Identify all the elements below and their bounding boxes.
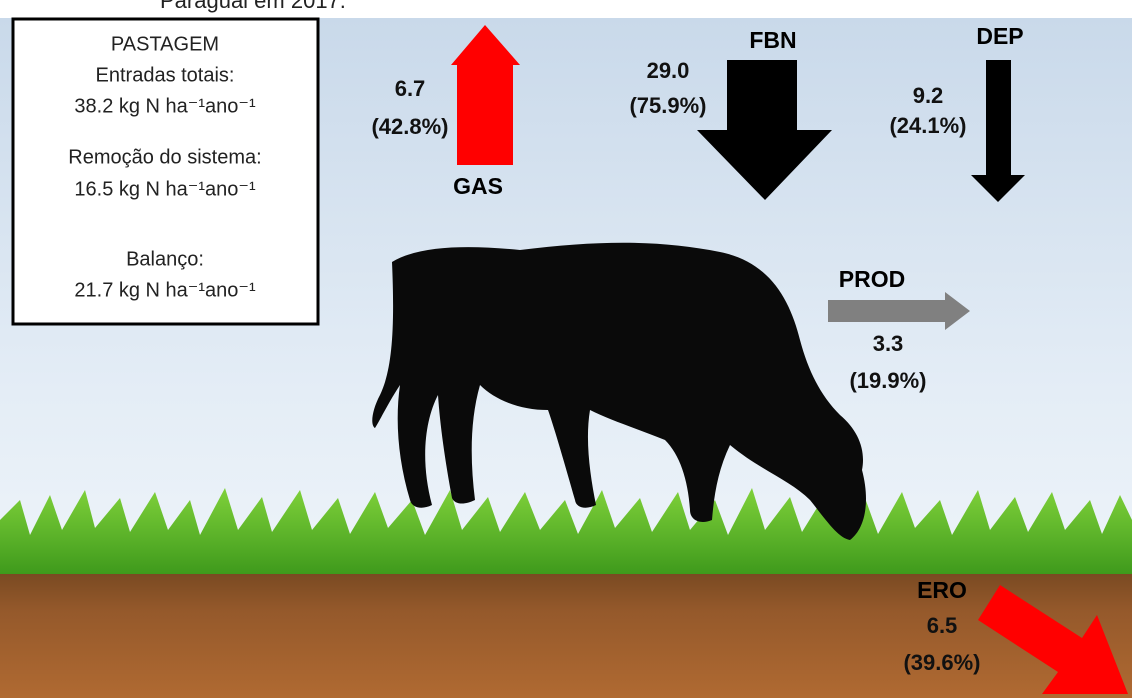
flow-share: (75.9%): [629, 93, 706, 118]
cow: [372, 242, 866, 541]
flow-value: 9.2: [913, 83, 944, 108]
box-title: PASTAGEM: [111, 33, 219, 55]
flow-value: 6.5: [927, 613, 958, 638]
flow-label: DEP: [976, 23, 1023, 49]
removal-label: Remoção do sistema:: [68, 146, 261, 168]
flow-label: GAS: [453, 173, 503, 199]
balance-label: Balanço:: [126, 248, 204, 270]
balance-value: 21.7 kg N ha⁻¹ano⁻¹: [74, 279, 256, 301]
flow-label: ERO: [917, 577, 967, 603]
flow-label: FBN: [749, 27, 796, 53]
arrow-diagonal: [978, 585, 1128, 694]
removal-value: 16.5 kg N ha⁻¹ano⁻¹: [74, 178, 256, 200]
soil: [0, 574, 1132, 698]
caption: Paraguai em 2017.: [160, 0, 346, 13]
arrow-right: [828, 292, 970, 330]
arrow-up: [451, 25, 520, 165]
flow-value: 6.7: [395, 76, 426, 101]
scene: [0, 18, 1132, 698]
grass: [0, 488, 1132, 574]
arrow-down: [971, 60, 1025, 202]
arrow-down: [697, 60, 832, 200]
inputs-value: 38.2 kg N ha⁻¹ano⁻¹: [74, 95, 256, 117]
flow-value: 29.0: [647, 58, 690, 83]
flow-share: (39.6%): [903, 650, 980, 675]
summary-box: PASTAGEM Entradas totais: 38.2 kg N ha⁻¹…: [11, 17, 320, 326]
box-frame: [11, 17, 320, 326]
flow-value: 3.3: [873, 331, 904, 356]
flow-share: (24.1%): [889, 113, 966, 138]
flow-share: (42.8%): [371, 114, 448, 139]
flow-label: PROD: [839, 266, 905, 292]
inputs-label: Entradas totais:: [96, 64, 235, 86]
flow-share: (19.9%): [849, 368, 926, 393]
